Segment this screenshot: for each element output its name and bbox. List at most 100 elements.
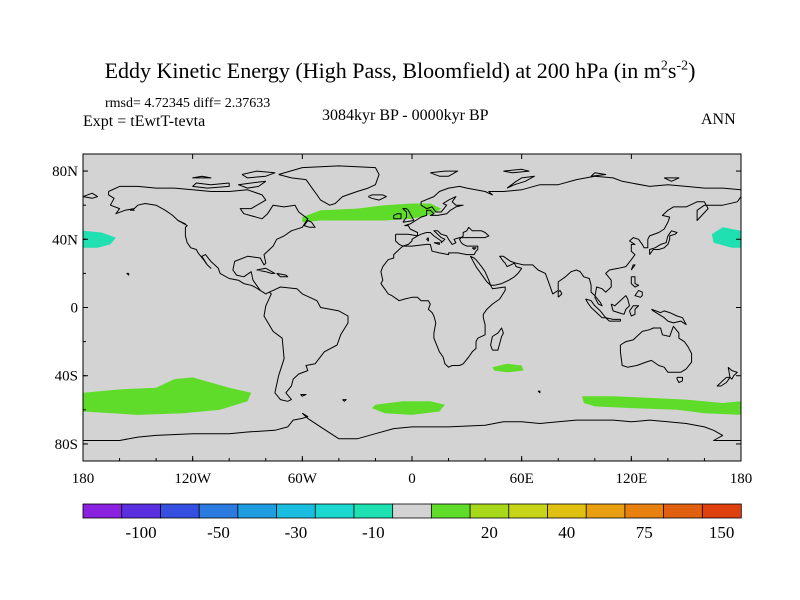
experiment-label: Expt = tEwtT-tevta [83,113,206,130]
anomaly-south-pacific [83,377,252,415]
coastline-segment [237,180,267,189]
x-tick-label: 120W [174,471,212,487]
colorbar-swatch [160,503,200,519]
colorbar-swatch [121,503,162,519]
coastline-segment [630,276,640,288]
x-tick-label: 120E [615,471,647,487]
coastline-segment [619,325,693,373]
coastline-segment [241,170,276,179]
coastline-segment [716,376,731,387]
colorbar-swatch [237,503,278,519]
colorbar-swatch [469,503,510,519]
anomaly-south-indian-pacific [582,396,741,415]
colorbar-swatch [276,503,316,519]
colorbar-label: -30 [285,523,308,542]
colorbar-swatch [198,503,239,519]
y-tick-label: 40S [55,369,78,385]
coastline-segment [83,192,99,199]
colorbar-swatch [353,503,394,519]
coastline-segment [276,272,289,278]
coastline-segment [490,327,504,351]
coastline-segment [380,196,741,368]
coastline-segment [395,175,741,237]
x-tick-label: 180 [730,471,753,487]
y-tick-label: 40N [52,232,78,248]
coastline-segment [651,308,687,326]
coastline-segment [278,165,380,206]
coastline-segment [585,298,607,319]
coastline-segment [629,305,640,317]
x-tick-label: 60W [288,471,318,487]
coastline-segment [610,295,630,315]
coastline-segment [256,267,276,274]
colorbar-swatch [82,503,123,519]
coastline-segment [557,289,563,298]
coastline-segment [471,247,477,250]
y-tick-label: 0 [71,301,79,317]
coastline-segment [649,230,678,255]
coastline-segment [367,194,387,201]
coastline-segment [303,220,316,228]
colorbar-label: 40 [558,523,575,542]
y-tick-label: 80N [52,164,78,180]
colorbar-label: 150 [709,523,735,542]
coastline-segment [676,376,683,383]
coastline-segment [537,390,541,394]
coastline-segment [590,172,607,177]
colorbar-swatch [314,503,355,519]
x-tick-label: 180 [72,471,95,487]
map-background [83,154,741,461]
coastline-segment [503,168,530,174]
coastline-segment [630,264,636,271]
coastline-segment [605,317,621,322]
axis-layer: 180 120W 60W 0 60E 120E 180 80N 40N 0 40S 80S [52,154,752,487]
colorbar-label: -100 [126,523,157,542]
colorbar-swatch [547,503,587,519]
coastline-segment [108,185,349,402]
coastline-segment [506,175,535,189]
x-tick-label: 60E [510,471,534,487]
colorbar-swatch [508,503,549,519]
coastline-segment [393,213,402,220]
colorbar-swatch [663,503,704,519]
colorbar: -100 -50 -30 -10 20 40 75 150 [82,503,742,542]
coastline-segment [634,289,643,298]
period-label: 3084kyr BP - 0000kyr BP [322,107,489,124]
colorbar-swatch [701,503,742,519]
coastline-segment [663,177,680,182]
colorbar-label: 75 [636,523,653,542]
coastline-segment [430,170,459,177]
y-tick-label: 80S [55,437,78,453]
colorbar-swatch [430,503,471,519]
coastline-segment [433,242,440,245]
anomaly-north-pacific-west [711,227,741,248]
chart-title: Eddy Kinetic Energy (High Pass, Bloomfie… [104,58,696,83]
coastline-segment [426,237,429,242]
coastline-segment [177,220,186,225]
anomaly-south-atlantic [371,401,445,415]
x-tick-label: 0 [408,471,416,487]
colorbar-swatch [624,503,665,519]
season-label: ANN [701,111,736,128]
colorbar-swatch [392,503,433,519]
coastline-segment [395,234,418,247]
coastline-segment [342,399,347,402]
coastline-segment [130,208,135,211]
colorbar-label: 20 [481,523,498,542]
colorbar-label: -50 [207,523,230,542]
coastline-layer [83,165,741,441]
coastline-segment [83,412,309,441]
colorbar-label: -10 [362,523,385,542]
coastline-segment [300,394,307,397]
coastline-segment [108,191,261,291]
stats-label: rmsd= 4.72345 diff= 2.37633 [105,96,271,111]
anomaly-layer [83,203,741,415]
coastline-segment [402,208,415,223]
anomaly-north-pacific-east [83,230,116,248]
coastline-segment [301,412,741,441]
colorbar-swatch [585,503,626,519]
coastline-segment [192,175,212,179]
coastline-segment [192,182,230,189]
anomaly-south-indian-small [492,363,524,373]
